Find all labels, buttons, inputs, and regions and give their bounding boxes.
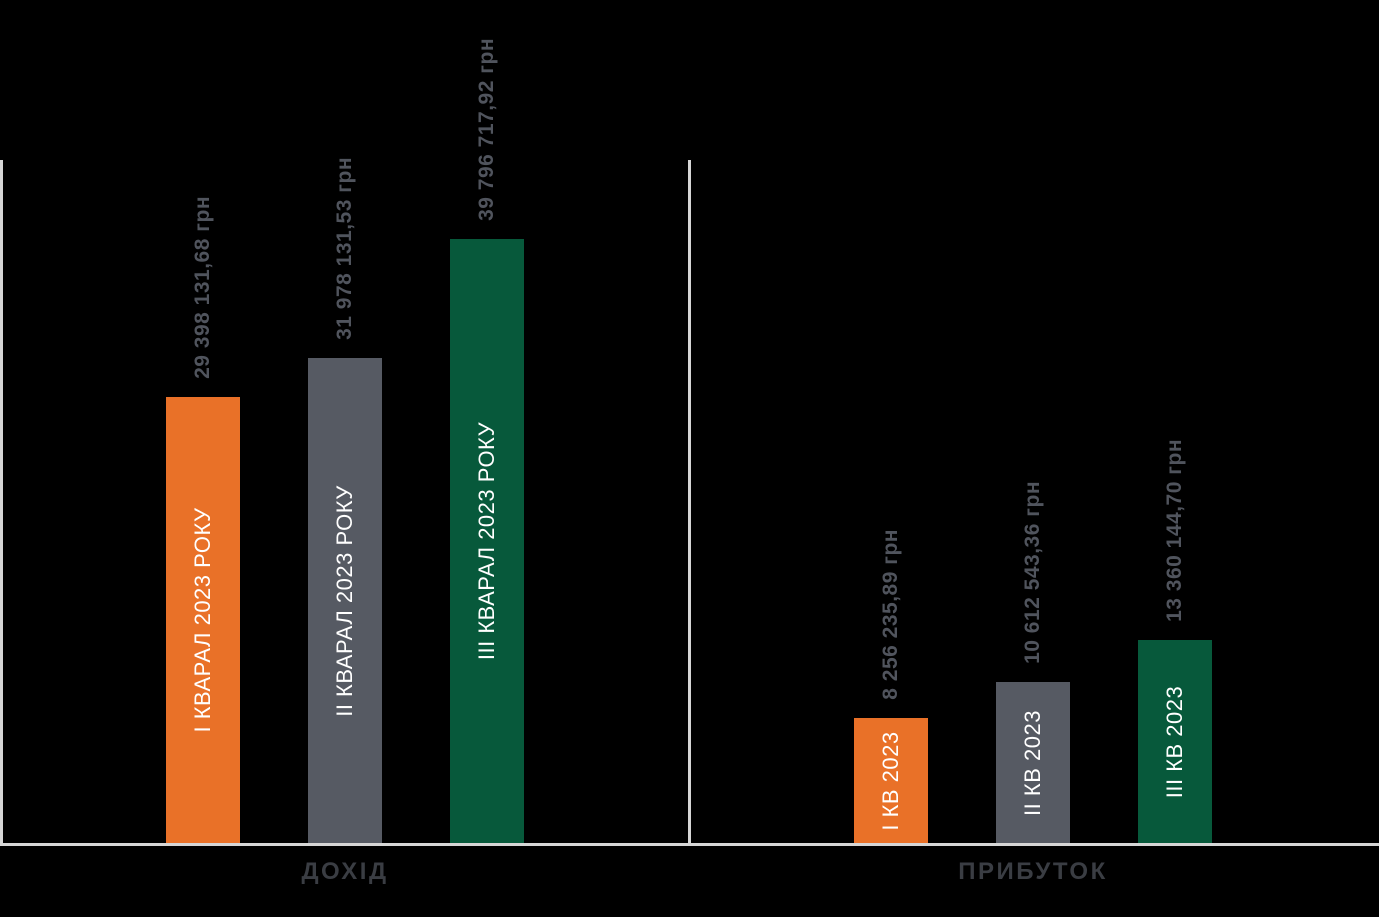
income-axis-label: ДОХІД	[301, 858, 389, 885]
income-bar-2-category-label: ІІ КВАРАЛ 2023 РОКУ	[332, 484, 357, 717]
income-bar-1-category-label: І КВАРАЛ 2023 РОКУ	[190, 507, 215, 733]
profit-y-axis-line	[688, 160, 691, 846]
income-bar-2-value-label: 31 978 131,53 грн	[333, 157, 356, 340]
income-bar-3-category-label: ІІІ КВАРАЛ 2023 РОКУ	[474, 421, 499, 661]
profit-bar-1-value-label: 8 256 235,89 грн	[879, 529, 902, 700]
profit-bar-2-category-label: ІІ КВ 2023	[1020, 709, 1045, 816]
income-bar-3-value-label: 39 796 717,92 грн	[475, 38, 498, 221]
profit-bar-1: І КВ 2023	[854, 718, 928, 843]
income-chart: ДОХІД І КВАРАЛ 2023 РОКУ 29 398 131,68 гр…	[0, 38, 524, 885]
profit-bar-1-category-label: І КВ 2023	[878, 730, 903, 831]
profit-axis-label: ПРИБУТОК	[958, 858, 1108, 885]
profit-chart: ПРИБУТОК І КВ 2023 8 256 235,89 грн ІІ КВ …	[688, 0, 1379, 917]
profit-bar-3-value-label: 13 360 144,70 грн	[1163, 439, 1186, 622]
income-bar-1-value-label: 29 398 131,68 грн	[191, 196, 214, 379]
profit-bar-2: ІІ КВ 2023	[996, 682, 1070, 843]
income-bar-1: І КВАРАЛ 2023 РОКУ	[166, 397, 240, 843]
profit-bar-3-category-label: ІІІ КВ 2023	[1162, 685, 1187, 798]
profit-bar-3: ІІІ КВ 2023	[1138, 640, 1212, 843]
profit-bar-2-value-label: 10 612 543,36 грн	[1021, 481, 1044, 664]
income-y-axis-line	[0, 160, 3, 846]
income-bar-2: ІІ КВАРАЛ 2023 РОКУ	[308, 358, 382, 843]
x-axis-line	[0, 843, 1379, 846]
income-bar-3: ІІІ КВАРАЛ 2023 РОКУ	[450, 239, 524, 843]
